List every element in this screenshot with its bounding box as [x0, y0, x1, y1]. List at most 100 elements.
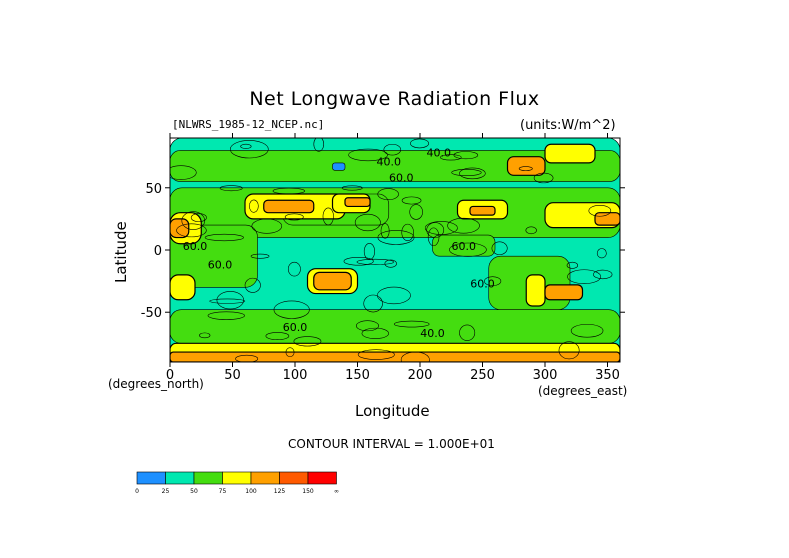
colorbar-tick-label: 0: [135, 488, 139, 495]
flux-region: [263, 199, 315, 214]
x-tick-label: 200: [408, 368, 433, 383]
contour-line: [377, 286, 411, 305]
x-tick-label: 0: [166, 368, 174, 383]
contour-line: [459, 324, 476, 341]
flux-region: [170, 274, 196, 301]
y-tick-label: 0: [154, 244, 162, 259]
contour-line: [240, 143, 252, 149]
contour-line: [484, 276, 502, 286]
colorbar-segment: [307, 471, 337, 485]
colorbar-tick-label: 150: [302, 488, 314, 495]
contour-line: [459, 167, 486, 180]
contour-line: [354, 213, 381, 232]
contour-value-label: 60.0: [283, 321, 308, 334]
contour-line: [341, 185, 363, 191]
contour-line: [427, 227, 440, 247]
contour-line: [357, 349, 395, 360]
colorbar-tick-label: ∞: [334, 488, 339, 495]
contour-line: [393, 320, 430, 328]
contour-line: [533, 172, 554, 184]
contour-line: [273, 300, 310, 319]
contour-line: [285, 347, 295, 358]
contour-value-label: 60.0: [208, 259, 233, 272]
contour-line: [566, 261, 579, 269]
contour-line: [348, 148, 388, 162]
flux-region: [544, 143, 596, 164]
contour-value-label: 40.0: [427, 147, 452, 160]
flux-region: [594, 212, 620, 226]
contour-line: [451, 169, 482, 177]
flux-region: [332, 162, 346, 171]
colorbar-segment: [136, 471, 166, 485]
x-tick-label: 100: [283, 368, 308, 383]
contour-line: [355, 320, 379, 332]
colorbar-segment: [165, 471, 195, 485]
contour-line: [265, 332, 290, 340]
contour-line: [287, 261, 301, 277]
colorbar-segment: [193, 471, 223, 485]
contour-line: [410, 138, 430, 149]
flux-region: [344, 197, 371, 208]
flux-region: [544, 284, 584, 301]
colorbar-tick-label: 25: [162, 488, 170, 495]
contour-line: [244, 277, 261, 293]
flux-region: [313, 271, 352, 291]
contour-line: [570, 323, 604, 338]
contour-line: [401, 196, 422, 205]
colorbar-segment: [250, 471, 280, 485]
contour-line: [235, 354, 259, 362]
contour-line: [383, 143, 402, 156]
contour-line: [343, 257, 374, 266]
contour-value-label: 60.0: [183, 240, 208, 253]
contour-line: [176, 223, 207, 238]
contour-line: [447, 217, 480, 234]
contour-line: [596, 248, 607, 259]
flux-region: [469, 205, 496, 216]
contour-value-label: 60.0: [470, 277, 495, 290]
colorbar-tick-label: 75: [219, 488, 227, 495]
contour-line: [313, 138, 325, 152]
contour-line: [322, 207, 334, 226]
contour-line: [377, 188, 399, 201]
colorbar-tick-label: 100: [245, 488, 257, 495]
flux-region: [170, 309, 620, 344]
contour-line: [567, 269, 602, 284]
contour-line: [293, 336, 322, 347]
x-tick-label: 300: [533, 368, 558, 383]
contour-line: [377, 230, 415, 245]
contour-line: [449, 242, 487, 257]
contour-line: [384, 259, 397, 268]
contour-line: [356, 258, 395, 265]
y-tick-label: -50: [141, 306, 162, 321]
x-tick-label: 50: [224, 368, 241, 383]
x-tick-label: 150: [345, 368, 370, 383]
colorbar-segment: [222, 471, 252, 485]
x-axis-label: Longitude: [355, 402, 430, 420]
contour-line: [363, 294, 383, 313]
flux-region: [170, 150, 620, 182]
contour-line: [525, 226, 537, 235]
flux-region: [506, 156, 546, 176]
contour-line: [426, 222, 445, 238]
contour-line: [400, 351, 430, 362]
contour-line: [401, 223, 414, 242]
contour-line: [249, 199, 259, 213]
flux-region: [525, 274, 546, 307]
contour-line: [491, 241, 508, 255]
contour-line: [199, 332, 211, 339]
contour-line: [409, 204, 423, 220]
colorbar-tick-label: 50: [190, 488, 198, 495]
contour-value-label: 60.0: [452, 240, 477, 253]
x-tick-label: 250: [470, 368, 495, 383]
contour-line: [593, 269, 613, 280]
y-axis-units: (degrees_north): [108, 377, 204, 391]
contour-line: [181, 211, 206, 230]
y-tick-label: 50: [145, 182, 162, 197]
contour-line: [558, 341, 580, 360]
contour-line: [518, 166, 533, 171]
contour-line: [588, 205, 612, 217]
units-label: (units:W/m^2): [520, 118, 616, 133]
contour-line: [216, 291, 245, 310]
